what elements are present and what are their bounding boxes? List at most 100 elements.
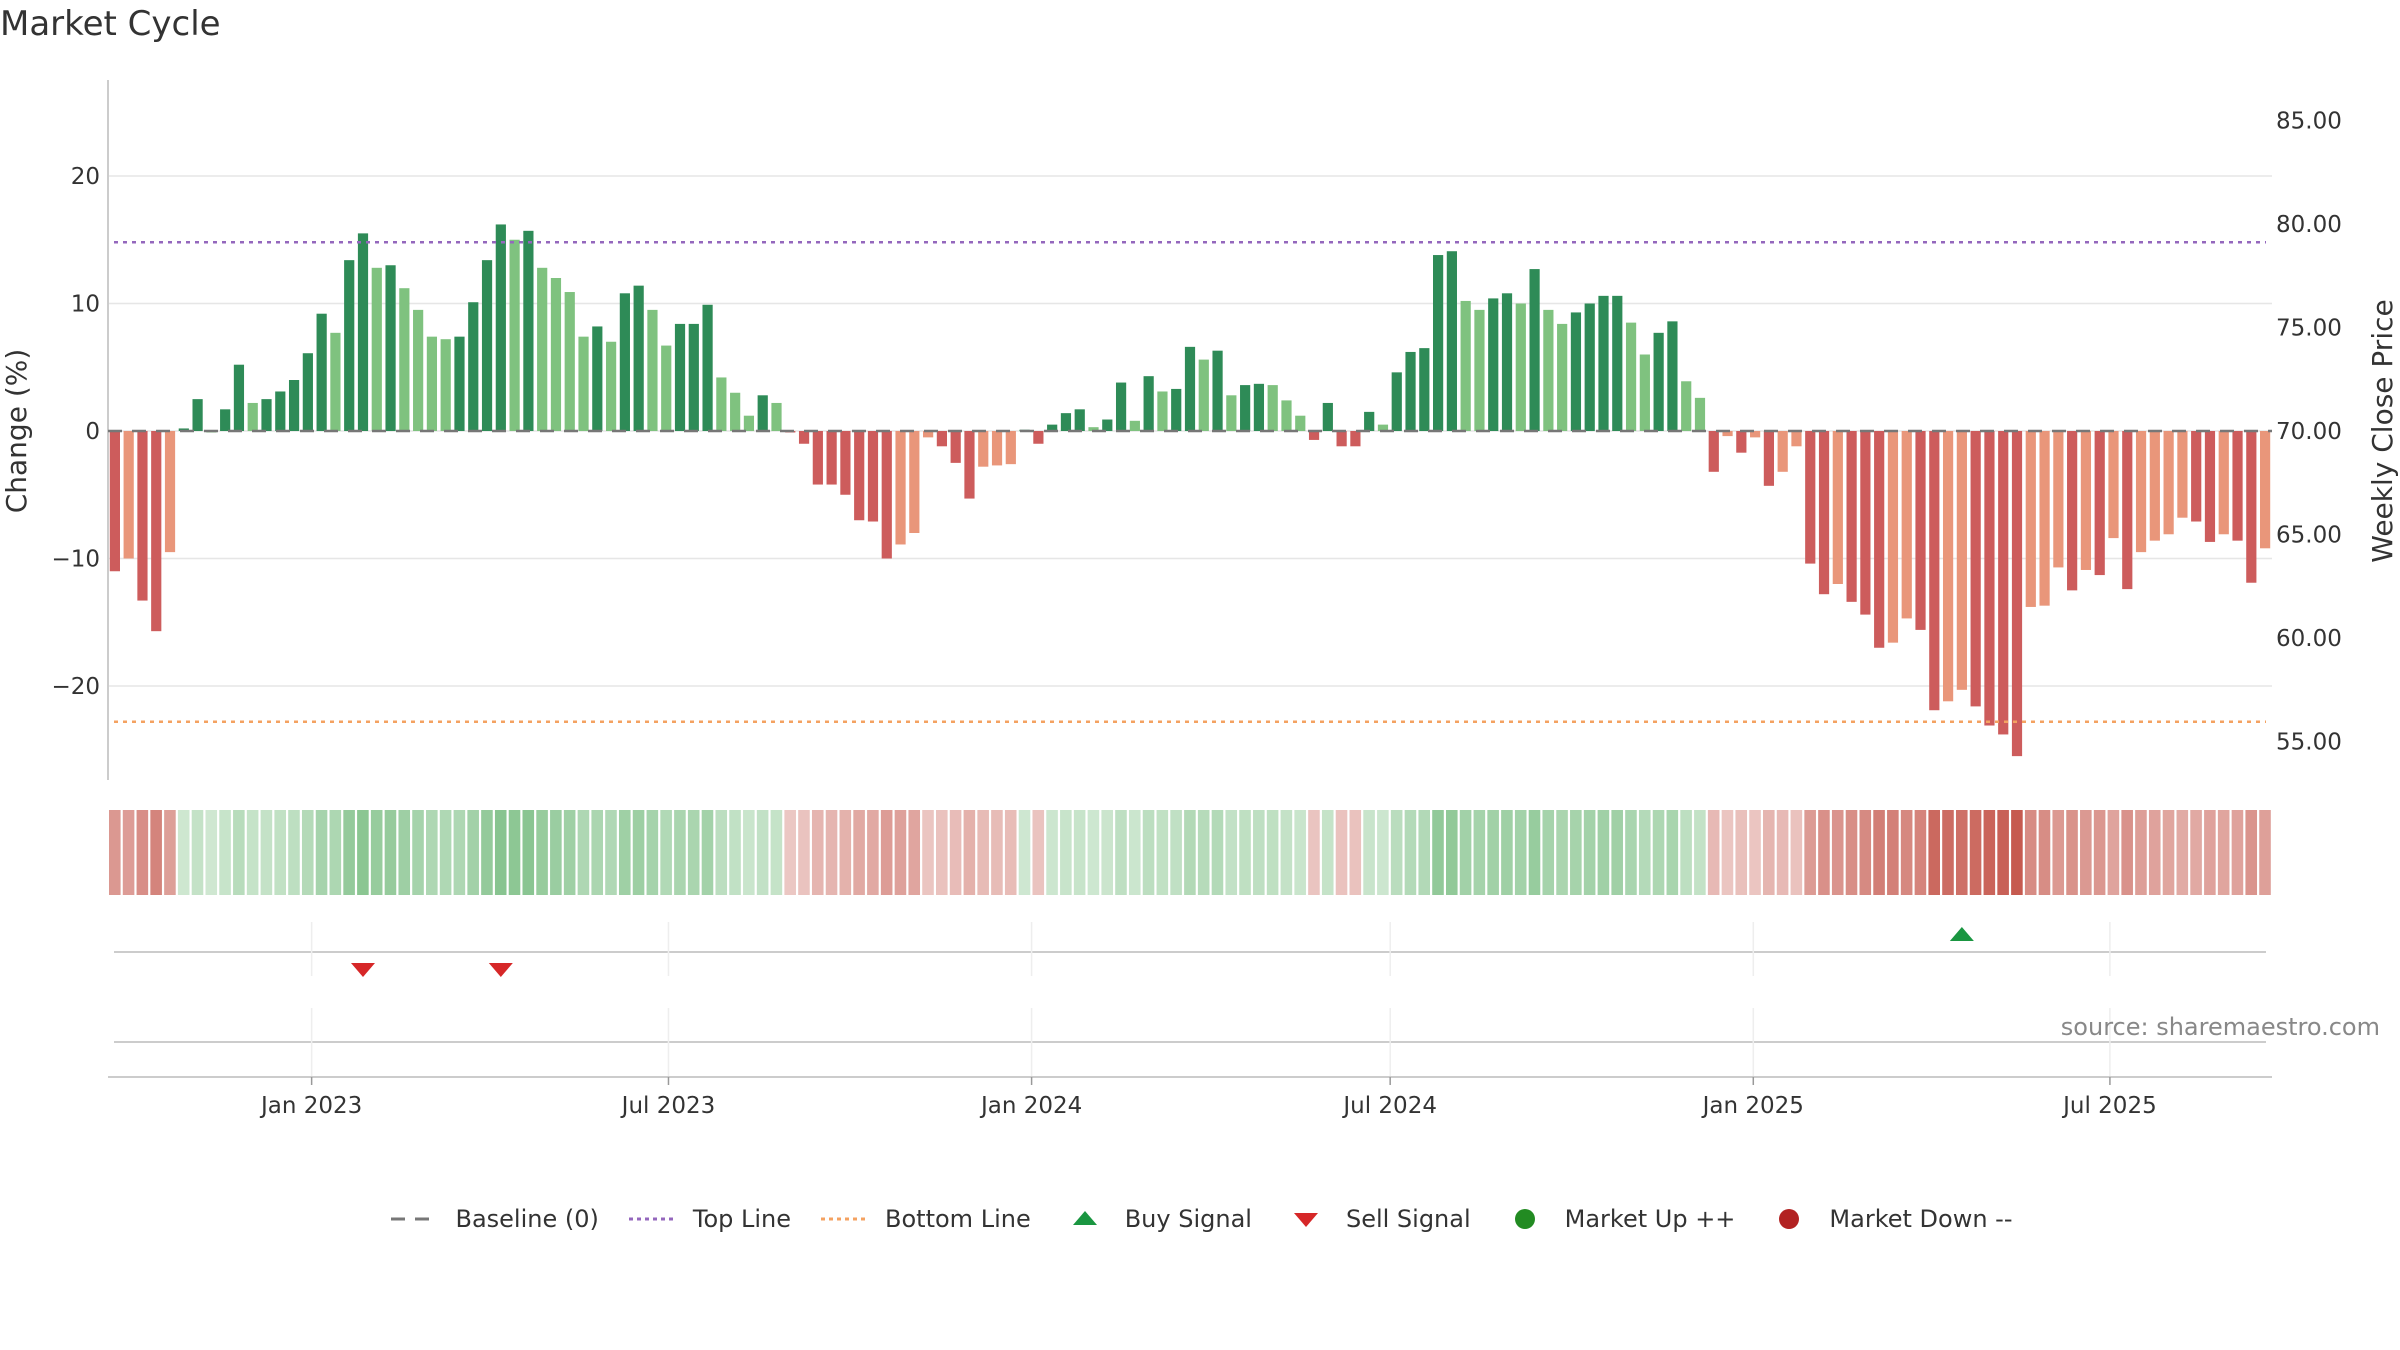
heat-cell: [2093, 810, 2106, 895]
heat-cell: [1390, 810, 1403, 895]
bar: [2080, 431, 2092, 570]
legend-swatch: [391, 1217, 440, 1221]
bar: [688, 323, 699, 431]
heat-cell: [1239, 810, 1251, 895]
market-cycle-chart: 20 10 0 −10 −20 85.00 80.00 75.00 70.00 65.00 60.0…: [0, 80, 2399, 1119]
heat-cell: [1721, 810, 1734, 895]
bar: [1763, 431, 1775, 486]
bar: [950, 431, 961, 463]
bar: [302, 353, 313, 431]
heat-cell: [191, 810, 204, 895]
heat-cell: [164, 810, 176, 895]
heat-cell: [481, 810, 493, 895]
legend-label: Buy Signal: [1124, 1205, 1252, 1233]
bar: [1681, 381, 1692, 431]
bar: [2191, 431, 2202, 522]
bar: [1474, 309, 1485, 431]
heat-cell: [1625, 810, 1637, 895]
bar: [647, 309, 658, 431]
bar: [757, 395, 768, 431]
bar: [233, 364, 245, 431]
heat-cell: [605, 810, 617, 895]
bar: [923, 431, 934, 438]
bar: [1667, 321, 1678, 431]
heat-cell: [1818, 810, 1830, 895]
heat-cell: [2148, 810, 2161, 895]
heat-cell: [1997, 810, 2009, 895]
y2-tick-label: 85.00: [2276, 109, 2342, 135]
bar: [2246, 431, 2257, 583]
bar: [1970, 431, 1981, 707]
legend: Baseline (0) Top Line Bottom Line Buy Signa…: [0, 1205, 2400, 1233]
legend-label: Bottom Line: [885, 1205, 1031, 1233]
bar: [1143, 376, 1154, 431]
heat-cell: [687, 810, 700, 895]
heat-cell: [1680, 810, 1692, 895]
heat-cell: [1763, 810, 1775, 895]
bar: [1226, 395, 1237, 431]
bar: [743, 415, 755, 431]
heat-cell: [2038, 810, 2051, 895]
bar: [399, 288, 410, 431]
heat-cell: [357, 810, 369, 895]
bar: [1791, 431, 1802, 447]
x-tick-label: Jan 2025: [1701, 1093, 1804, 1119]
legend-swatch: [821, 1217, 870, 1221]
bar: [2039, 431, 2050, 606]
bar: [1336, 431, 1347, 447]
bar: [2108, 431, 2119, 539]
bar: [1364, 411, 1375, 431]
bar: [1832, 431, 1843, 584]
heat-cell: [1349, 810, 1362, 895]
bar: [2135, 431, 2147, 553]
bar: [895, 431, 906, 545]
bar: [1915, 431, 1926, 630]
heat-cell: [922, 810, 934, 895]
legend-swatch: [1514, 1209, 1535, 1229]
heat-cell: [1404, 810, 1417, 895]
heat-cell: [1459, 810, 1472, 895]
heat-cell: [205, 810, 218, 895]
bar: [247, 402, 258, 431]
heat-cell: [1321, 810, 1334, 895]
heat-cell: [2121, 810, 2133, 895]
y2-tick-label: 65.00: [2276, 523, 2342, 549]
bar: [1874, 431, 1885, 648]
heat-cell: [660, 810, 672, 895]
bar: [978, 431, 989, 467]
heat-cell: [1983, 810, 1996, 895]
bar: [1171, 388, 1182, 431]
bar: [1212, 350, 1223, 431]
bar: [1281, 400, 1292, 431]
heat-cell: [949, 810, 962, 895]
x-tick-label: Jul 2025: [2061, 1093, 2157, 1119]
heat-cell: [2162, 810, 2175, 895]
bar: [1584, 303, 1595, 431]
bar: [2011, 431, 2023, 757]
bar: [1942, 431, 1954, 702]
heat-cell: [2080, 810, 2092, 895]
bar: [2067, 431, 2078, 591]
heat-cell: [563, 810, 576, 895]
legend-swatch: [628, 1217, 677, 1221]
heat-cell: [550, 810, 562, 895]
bar: [633, 285, 644, 431]
heat-cell: [398, 810, 411, 895]
bar: [1129, 420, 1140, 431]
sell-signal-marker: [350, 963, 375, 977]
bar: [1253, 383, 1265, 431]
bar: [178, 428, 189, 431]
bar: [1446, 251, 1457, 431]
heat-cell: [1004, 810, 1017, 895]
bar: [1074, 409, 1085, 431]
bar: [1639, 354, 1650, 431]
heat-cell: [743, 810, 755, 895]
y-tick-label: −10: [51, 547, 100, 573]
bar: [1198, 359, 1209, 431]
heat-cell: [1611, 810, 1623, 895]
bar: [1984, 431, 1995, 726]
y2-tick-label: 60.00: [2276, 626, 2342, 652]
heat-cell: [1115, 810, 1127, 895]
bar: [881, 431, 892, 559]
heat-cell: [288, 810, 300, 895]
